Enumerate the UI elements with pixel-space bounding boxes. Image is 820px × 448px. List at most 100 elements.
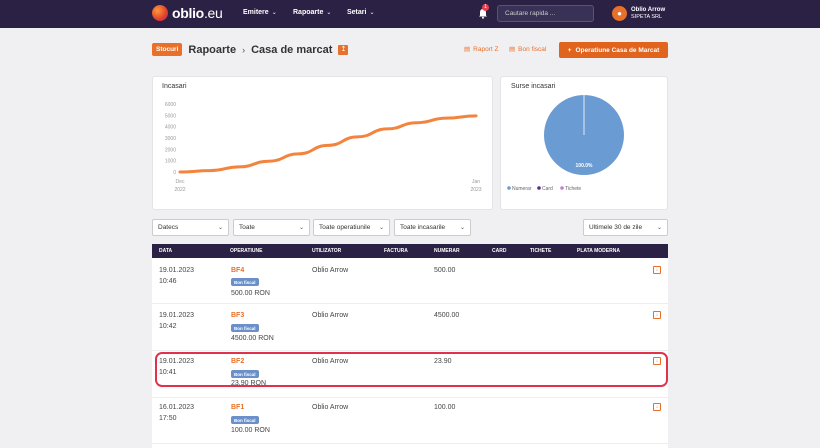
export-icon[interactable]: ↥ — [338, 44, 349, 55]
stocuri-badge[interactable]: Stocuri — [152, 43, 183, 56]
table-header: DATA OPERATIUNE UTILIZATOR FACTURA NUMER… — [152, 244, 668, 258]
row-operation-link[interactable]: BF1 — [231, 404, 245, 411]
bon-fiscal-tag: Bon fiscal — [231, 370, 259, 378]
notification-badge: 1 — [482, 4, 489, 11]
breadcrumb-separator-icon: › — [242, 44, 246, 55]
period-filter[interactable]: Ultimele 30 de zile ⌄ — [583, 219, 668, 236]
surse-chart-title: Surse incasari — [511, 83, 556, 90]
row-operation-link[interactable]: BF2 — [231, 358, 245, 365]
x-tick-label: Dec — [176, 179, 185, 185]
chevron-down-icon: ⌄ — [271, 10, 277, 16]
y-tick-label: 3000 — [165, 136, 176, 142]
pie-slice-label: 100.0% — [576, 163, 594, 169]
operations-filter[interactable]: Toate operatiunile ⌄ — [313, 219, 390, 236]
user-company: SIPETA SRL — [631, 14, 663, 20]
all-filter[interactable]: Toate ⌄ — [233, 219, 310, 236]
row-time: 17:50 — [159, 415, 177, 422]
y-tick-label: 4000 — [165, 125, 176, 131]
row-operation-link[interactable]: BF3 — [231, 312, 245, 319]
chevron-down-icon: ⌄ — [378, 225, 384, 231]
incasari-line-chart: 0 1000 2000 3000 4000 5000 6000 Dec 2022 Jan 2023 — [165, 102, 482, 193]
row-cash: 500.00 — [434, 267, 456, 274]
table-row: 16.01.2023 17:50 BF1 Bon fiscal 100.00 R… — [152, 398, 668, 444]
bon-fiscal-tag: Bon fiscal — [231, 324, 259, 332]
chevron-down-icon: ⌄ — [459, 225, 465, 231]
chevron-down-icon: ⌄ — [369, 10, 375, 16]
col-utilizator[interactable]: UTILIZATOR — [312, 248, 342, 254]
y-tick-label: 0 — [173, 170, 176, 176]
y-tick-label: 2000 — [165, 147, 176, 153]
legend-swatch — [560, 186, 564, 190]
download-pdf-icon[interactable]: ↓ — [653, 311, 661, 319]
col-data[interactable]: DATA — [159, 248, 173, 254]
y-tick-label: 1000 — [165, 159, 176, 165]
row-user: Oblio Arrow — [312, 267, 349, 274]
logo-main-text: oblio — [172, 5, 204, 21]
logo-mark-icon — [152, 5, 168, 21]
oblio-logo[interactable]: oblio.eu — [152, 5, 223, 21]
row-user: Oblio Arrow — [312, 404, 349, 411]
x-tick-label: Jan — [472, 179, 480, 185]
row-amount: 4500.00 RON — [231, 335, 274, 342]
breadcrumb: Stocuri Rapoarte › Casa de marcat ↥ — [152, 43, 349, 56]
page-title: Casa de marcat — [251, 43, 333, 56]
nav-setari[interactable]: Setari ⌄ — [347, 9, 375, 16]
receipts-filter[interactable]: Toate incasarile ⌄ — [394, 219, 471, 236]
chevron-down-icon: ⌄ — [298, 225, 304, 231]
bon-fiscal-tag: Bon fiscal — [231, 278, 259, 286]
incasari-chart-title: Incasari — [162, 83, 187, 90]
legend-label[interactable]: Tichete — [565, 186, 581, 192]
document-icon: ▤ — [464, 46, 471, 53]
user-name[interactable]: Oblio Arrow — [631, 7, 666, 13]
row-user: Oblio Arrow — [312, 358, 349, 365]
bon-fiscal-button[interactable]: ▤ Bon fiscal — [509, 45, 547, 54]
operatiune-casa-button[interactable]: + Operatiune Casa de Marcat — [559, 42, 668, 58]
y-tick-label: 5000 — [165, 113, 176, 119]
legend-label[interactable]: Numerar — [512, 186, 532, 192]
table-row: 19.01.2023 10:42 BF3 Bon fiscal 4500.00 … — [152, 305, 668, 351]
logo-suffix-text: .eu — [203, 5, 223, 21]
search-input[interactable] — [497, 5, 594, 22]
download-pdf-icon[interactable]: ↓ — [653, 266, 661, 274]
table-row-highlighted: 19.01.2023 10:41 BF2 Bon fiscal 23.90 RO… — [152, 352, 668, 398]
download-pdf-icon[interactable]: ↓ — [653, 403, 661, 411]
receipt-icon: ▤ — [509, 46, 516, 53]
row-operation-link[interactable]: BF4 — [231, 267, 245, 274]
user-icon: ● — [617, 9, 622, 18]
legend-swatch — [537, 186, 541, 190]
incasari-chart-card — [152, 76, 493, 210]
incasari-series-line — [178, 114, 478, 174]
col-plata-moderna[interactable]: PLATA MODERNA — [577, 248, 620, 254]
row-date: 19.01.2023 — [159, 312, 195, 319]
row-cash: 23.90 — [434, 358, 452, 365]
chevron-down-icon: ⌄ — [326, 10, 332, 16]
row-cash: 4500.00 — [434, 312, 460, 319]
col-operatiune[interactable]: OPERATIUNE — [230, 248, 263, 254]
col-tichete[interactable]: TICHETE — [530, 248, 552, 254]
nav-rapoarte[interactable]: Rapoarte ⌄ — [293, 9, 332, 16]
legend-label[interactable]: Card — [542, 186, 553, 192]
breadcrumb-rapoarte[interactable]: Rapoarte — [188, 43, 237, 56]
row-date: 16.01.2023 — [159, 404, 195, 411]
row-amount: 23.90 RON — [231, 380, 267, 387]
col-card[interactable]: CARD — [492, 248, 507, 254]
row-time: 10:46 — [159, 278, 177, 285]
col-factura[interactable]: FACTURA — [384, 248, 408, 254]
download-pdf-icon[interactable]: ↓ — [653, 357, 661, 365]
nav-emitere[interactable]: Emitere ⌄ — [243, 9, 277, 16]
plus-icon: + — [567, 46, 572, 54]
company-filter[interactable]: Datecs ⌄ — [152, 219, 229, 236]
user-avatar[interactable]: ● — [612, 6, 627, 21]
row-date: 19.01.2023 — [159, 358, 195, 365]
x-tick-label: 2023 — [470, 187, 481, 193]
highlighted-row-outline — [155, 352, 668, 387]
table-row: 19.01.2023 10:46 BF4 Bon fiscal 500.00 R… — [152, 258, 668, 304]
row-date: 19.01.2023 — [159, 267, 195, 274]
row-time: 10:41 — [159, 369, 177, 376]
row-time: 10:42 — [159, 323, 177, 330]
row-amount: 100.00 RON — [231, 427, 270, 434]
raport-z-button[interactable]: ▤ Raport Z — [464, 45, 499, 54]
chevron-down-icon: ⌄ — [656, 225, 662, 231]
surse-pie-chart: 100.0% Numerar Card Tichete — [507, 95, 624, 192]
col-numerar[interactable]: NUMERAR — [434, 248, 460, 254]
